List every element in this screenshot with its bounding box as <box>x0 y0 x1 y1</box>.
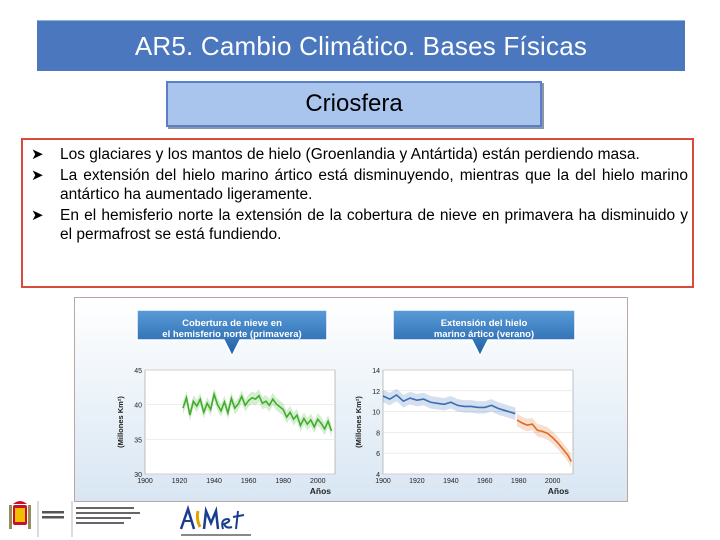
y-tick-label: 14 <box>372 368 380 375</box>
bullet-text: Los glaciares y los mantos de hielo (Gro… <box>60 146 640 163</box>
snow-cover-chart: 30 35 40 45 1900 1920 1940 1960 1980 2000 (Millone… <box>116 368 336 496</box>
bullet-text: La extensión del hielo marino ártico est… <box>60 166 688 204</box>
y-tick-label: 40 <box>134 403 142 410</box>
x-tick-label: 1940 <box>443 478 459 485</box>
x-tick-label: 1980 <box>275 478 291 485</box>
ice-chart-title-2: marino ártico (verano) <box>434 329 534 340</box>
y-tick-label: 30 <box>134 472 142 479</box>
page-title: AR5. Cambio Climático. Bases Físicas <box>134 30 588 61</box>
y-tick-label: 10 <box>372 410 380 417</box>
y-tick-label: 6 <box>376 451 380 458</box>
sea-ice-chart: 4 6 8 10 12 14 1900 1920 1940 1960 1980 2000 (Millon… <box>354 368 574 496</box>
x-tick-label: 1940 <box>206 478 222 485</box>
series-band <box>517 413 572 468</box>
y-axis-label: (Millones Km²) <box>354 396 363 448</box>
x-tick-label: 1960 <box>241 478 257 485</box>
spain-coat-of-arms-icon <box>9 501 31 529</box>
arrow-bullet-icon: ➤ <box>31 146 44 163</box>
arrow-bullet-icon: ➤ <box>31 206 44 224</box>
x-axis-label: Años <box>310 486 332 496</box>
y-axis-label: (Millones Km²) <box>116 396 125 448</box>
bullet-item: ➤ En el hemisferio norte la extensión de… <box>27 206 688 245</box>
bullet-item: ➤ Los glaciares y los mantos de hielo (G… <box>27 145 688 165</box>
x-tick-label: 1960 <box>477 478 493 485</box>
section-title: Criosfera <box>166 81 542 127</box>
aemet-logo <box>179 505 251 536</box>
bullet-item: ➤ La extensión del hielo marino ártico e… <box>27 166 688 205</box>
x-tick-label: 2000 <box>545 478 561 485</box>
y-tick-label: 4 <box>376 472 380 479</box>
series-band <box>383 388 516 420</box>
x-axis-label: Años <box>548 486 570 496</box>
x-tick-label: 1980 <box>511 478 527 485</box>
bullet-list: ➤ Los glaciares y los mantos de hielo (G… <box>21 138 694 288</box>
x-tick-label: 2000 <box>310 478 326 485</box>
x-tick-label: 1920 <box>172 478 188 485</box>
bullet-text: En el hemisferio norte la extensión de l… <box>60 206 688 244</box>
snow-chart-title: Cobertura de nieve en <box>182 318 282 329</box>
x-tick-label: 1900 <box>375 478 391 485</box>
ice-chart-title: Extensión del hielo <box>441 318 528 329</box>
aemet-logo-icon <box>179 505 251 536</box>
series-line <box>182 391 333 432</box>
x-tick-label: 1920 <box>409 478 425 485</box>
x-tick-label: 1900 <box>137 478 153 485</box>
header-bar: AR5. Cambio Climático. Bases Físicas <box>37 20 685 71</box>
plot-area <box>382 369 574 475</box>
ice-banner <box>392 309 576 358</box>
spain-government-logo <box>9 501 140 537</box>
figure-charts: Cobertura de nieve en el hemisferio nort… <box>75 298 627 501</box>
y-tick-label: 45 <box>134 368 142 375</box>
y-tick-label: 35 <box>134 437 142 444</box>
cryosphere-figure: Cobertura de nieve en el hemisferio nort… <box>74 297 628 502</box>
y-tick-label: 8 <box>376 430 380 437</box>
snow-banner <box>136 309 328 358</box>
arrow-bullet-icon: ➤ <box>31 166 44 184</box>
y-tick-label: 12 <box>372 389 380 396</box>
series-line <box>516 419 573 462</box>
snow-chart-title-2: el hemisferio norte (primavera) <box>162 329 301 340</box>
